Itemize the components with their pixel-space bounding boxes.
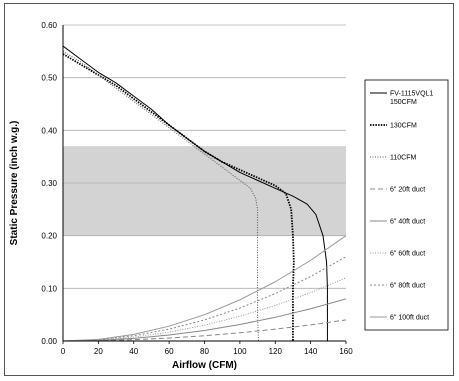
legend-label-line2: 150CFM — [390, 99, 417, 106]
legend-box — [364, 79, 449, 331]
y-tick-label: 0.20 — [41, 232, 57, 241]
y-tick-label: 0.30 — [41, 179, 57, 188]
legend-label: 6" 60ft duct — [390, 251, 425, 258]
series-line — [62, 235, 347, 342]
x-tick-label: 160 — [339, 347, 353, 356]
series-line — [62, 298, 347, 342]
x-tick-label: 80 — [200, 347, 209, 356]
axes — [62, 25, 346, 342]
x-tick-label: 100 — [233, 347, 247, 356]
legend-label: 6" 20ft duct — [390, 187, 425, 194]
x-tick-label: 0 — [61, 347, 66, 356]
shaded-band — [63, 146, 346, 236]
x-tick-label: 60 — [165, 347, 174, 356]
x-tick-label: 40 — [129, 347, 138, 356]
legend-label: 6" 80ft duct — [390, 283, 425, 290]
tick-labels: 0.00 0.10 0.20 0.30 0.40 0.50 0.60 0 20 40 60 80 100… — [41, 21, 353, 356]
legend-label: FV-1115VQL1 — [390, 91, 433, 98]
series-layer — [62, 45, 347, 342]
series-line — [62, 256, 347, 342]
series-line — [62, 277, 347, 342]
legend-label: 6" 100ft duct — [390, 315, 429, 322]
series-line — [62, 53, 295, 341]
shaded-band-layer — [63, 146, 346, 236]
x-axis-label: Airflow (CFM) — [172, 360, 237, 371]
y-tick-label: 0.50 — [41, 74, 57, 83]
x-tick-label: 120 — [269, 347, 283, 356]
y-tick-label: 0.60 — [41, 21, 57, 30]
y-tick-label: 0.40 — [41, 126, 57, 135]
series-line — [62, 319, 347, 342]
legend-label: 110CFM — [390, 155, 416, 162]
x-tick-label: 20 — [94, 347, 103, 356]
legend-label: 130CFM — [390, 123, 417, 130]
legend-label: 6" 40ft duct — [390, 219, 425, 226]
y-tick-label: 0.10 — [41, 284, 57, 293]
y-tick-label: 0.00 — [41, 337, 57, 346]
x-tick-label: 140 — [304, 347, 318, 356]
y-axis-label: Static Pressure (inch w.g.) — [9, 121, 20, 246]
series-line — [62, 45, 328, 341]
